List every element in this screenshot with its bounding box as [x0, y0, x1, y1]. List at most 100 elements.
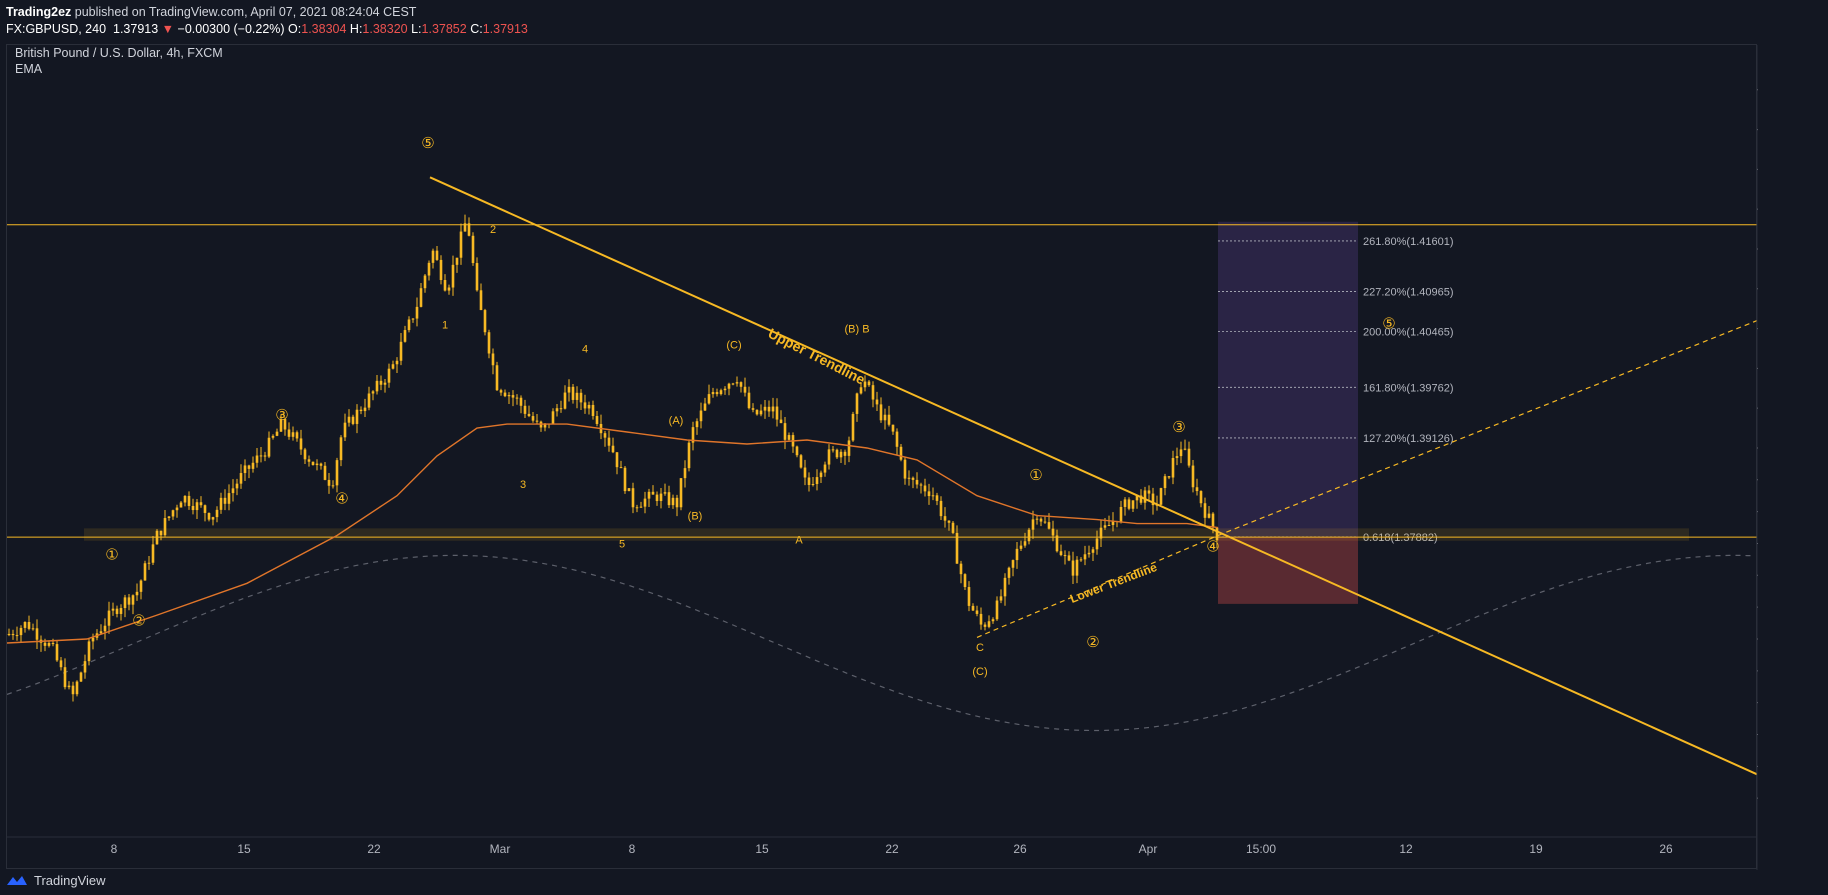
candle-body: [207, 512, 211, 520]
candle-body: [1083, 554, 1087, 560]
close-value: 1.37913: [482, 22, 528, 36]
candle-body: [667, 492, 671, 506]
candle-body: [535, 420, 539, 422]
chart-header: Trading2ez published on TradingView.com,…: [0, 0, 1828, 42]
lower-trendline-label: Lower Trendline: [1068, 560, 1159, 606]
publish-info: Trading2ez published on TradingView.com,…: [6, 5, 416, 19]
candle-body: [875, 399, 879, 405]
candle-body: [171, 510, 175, 517]
symbol[interactable]: FX:GBPUSD, 240: [6, 22, 107, 36]
candle-body: [1103, 525, 1107, 528]
candle-body: [631, 488, 635, 508]
candle-body: [331, 485, 335, 487]
candle-body: [299, 438, 303, 450]
candle-body: [211, 517, 215, 520]
candle-body: [695, 421, 699, 428]
candle-body: [827, 449, 831, 465]
candle-body: [967, 587, 971, 606]
candle-body: [863, 381, 867, 388]
price-chart[interactable]: 261.80%(1.41601) 227.20%(1.40965) 200.00%(…: [6, 45, 1817, 870]
candle-body: [1067, 555, 1071, 561]
x-tick-label: 22: [885, 842, 899, 856]
candle-body: [363, 407, 367, 412]
candle-body: [987, 621, 991, 627]
wave-label: ③: [1172, 419, 1185, 436]
candle-body: [751, 408, 755, 410]
candle-body: [891, 424, 895, 432]
candle-body: [643, 498, 647, 507]
candle-body: [311, 461, 315, 466]
chart-pane[interactable]: 261.80%(1.41601) 227.20%(1.40965) 200.00%(…: [6, 44, 1817, 870]
x-tick-label: 15: [755, 842, 769, 856]
x-tick-label: 8: [629, 842, 636, 856]
candle-body: [675, 497, 679, 508]
candle-body: [75, 681, 79, 695]
candle-body: [359, 409, 363, 412]
author-name[interactable]: Trading2ez: [6, 5, 72, 19]
candle-body: [483, 310, 487, 333]
high-label: H:: [349, 22, 363, 36]
candle-body: [375, 380, 379, 392]
lower-trendline: [976, 534, 1219, 638]
candle-body: [811, 484, 815, 486]
candle-body: [55, 644, 59, 661]
candle-body: [367, 393, 371, 408]
candle-body: [143, 563, 147, 581]
indicator-name[interactable]: EMA: [15, 62, 43, 76]
fib-label: 200.00%(1.40465): [1363, 326, 1454, 338]
candle-body: [183, 495, 187, 503]
candle-body: [719, 390, 723, 395]
candle-body: [1019, 545, 1023, 549]
candle-body: [495, 365, 499, 391]
candle-body: [903, 459, 907, 479]
x-tick-label: 12: [1399, 842, 1413, 856]
candle-body: [1187, 448, 1191, 466]
candle-body: [935, 495, 939, 501]
candle-body: [163, 518, 167, 536]
candle-body: [1151, 493, 1155, 506]
candle-body: [567, 386, 571, 393]
candle-body: [59, 660, 63, 668]
candle-body: [443, 280, 447, 291]
candle-body: [907, 477, 911, 479]
ema-line: [6, 423, 1219, 644]
candle-body: [831, 449, 835, 451]
candle-body: [1111, 520, 1115, 526]
candle-body: [887, 414, 891, 425]
candle-body: [735, 382, 739, 384]
candle-body: [715, 392, 719, 395]
candle-body: [435, 250, 439, 260]
candle-body: [543, 423, 547, 428]
candle-body: [291, 432, 295, 437]
candle-body: [1011, 560, 1015, 568]
candle-body: [1191, 465, 1195, 488]
candle-body: [107, 610, 111, 626]
candle-body: [43, 642, 47, 646]
candle-body: [591, 404, 595, 417]
published-text: published on TradingView.com, April 07, …: [71, 5, 417, 19]
candle-body: [899, 446, 903, 460]
candle-body: [1027, 529, 1031, 542]
candle-body: [347, 416, 351, 423]
candle-body: [691, 427, 695, 443]
candle-body: [139, 580, 143, 592]
candle-body: [1095, 538, 1099, 550]
wave-label: ④: [335, 491, 348, 508]
candle-body: [799, 455, 803, 468]
candle-body: [519, 397, 523, 406]
candle-body: [115, 608, 119, 614]
candle-body: [411, 318, 415, 320]
candle-body: [83, 661, 87, 673]
candle-body: [779, 419, 783, 424]
candle-body: [927, 491, 931, 497]
candle-body: [231, 488, 235, 494]
candle-body: [775, 406, 779, 420]
candle-body: [883, 414, 887, 421]
wave-label: 4: [582, 343, 588, 355]
candle-body: [895, 431, 899, 447]
candle-body: [1159, 488, 1163, 505]
candle-body: [855, 393, 859, 414]
brand-name[interactable]: TradingView: [34, 872, 106, 888]
wave-label: ⑤: [1382, 316, 1395, 333]
candle-body: [859, 387, 863, 394]
